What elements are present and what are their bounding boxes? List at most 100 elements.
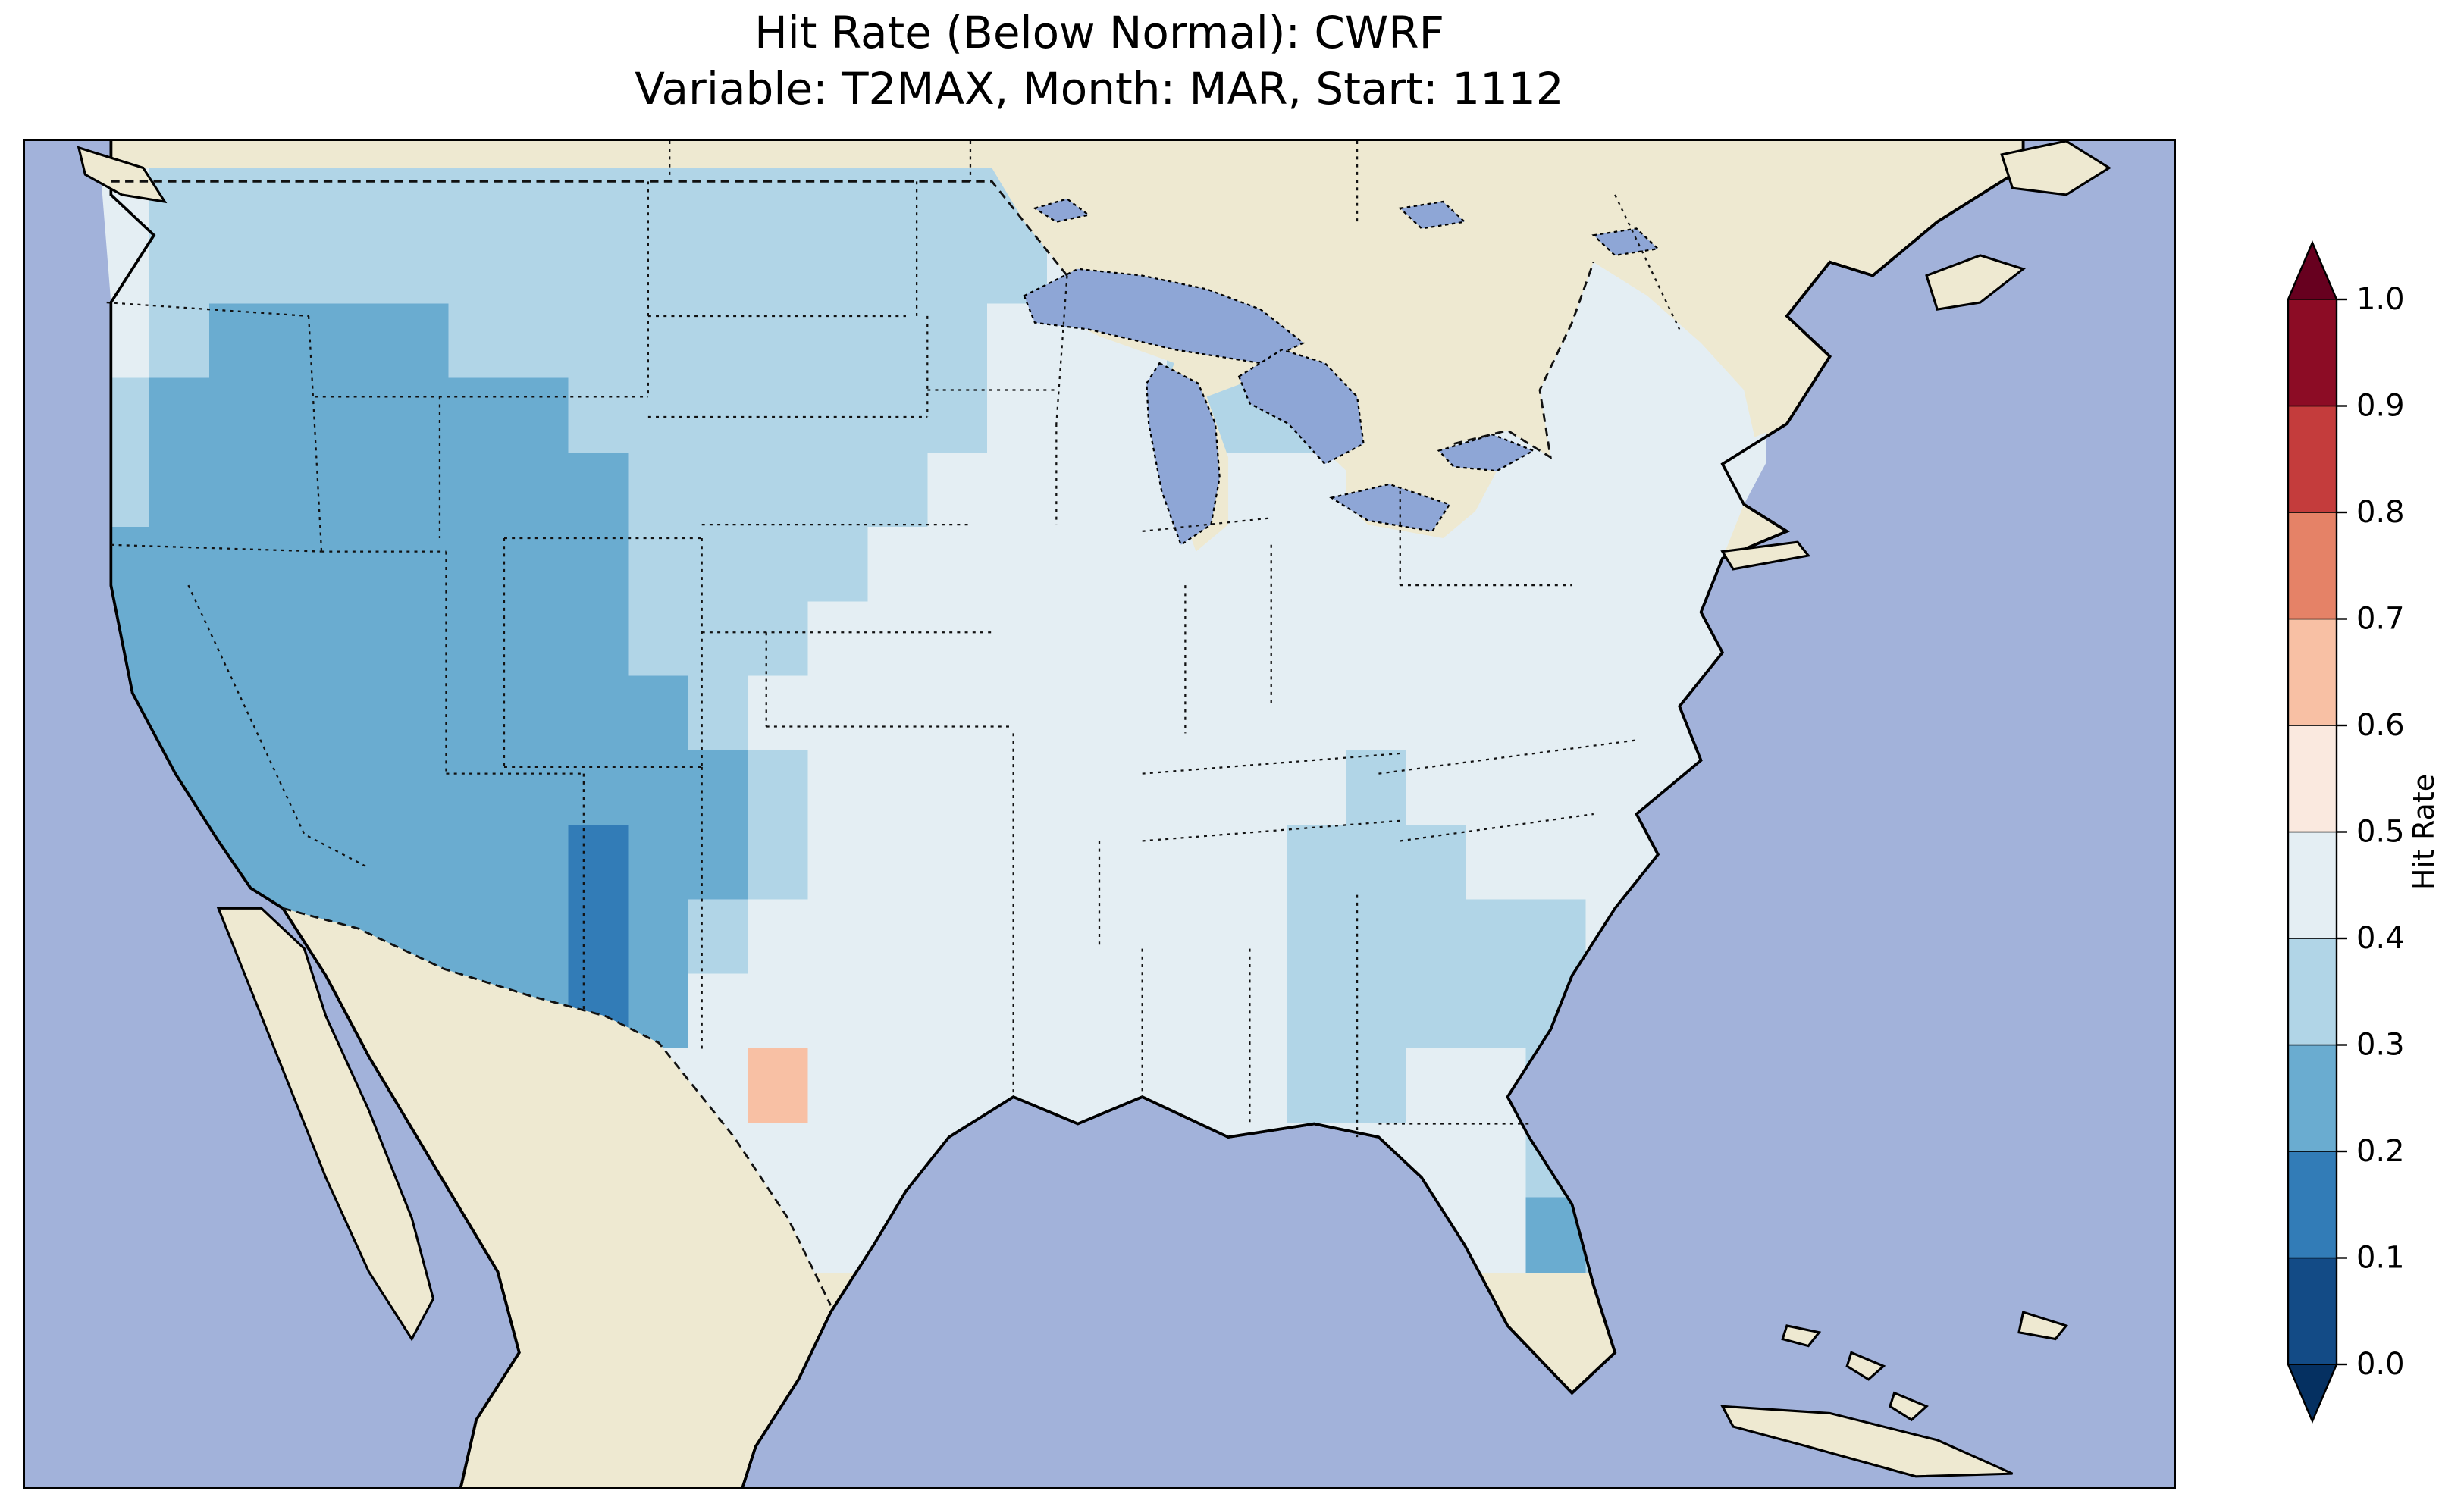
heatmap-cell: [388, 750, 450, 826]
heatmap-cell: [688, 168, 750, 230]
heatmap-cell: [568, 377, 630, 454]
heatmap-cell: [1167, 899, 1228, 976]
heatmap-cell: [987, 825, 1049, 901]
colorbar-bin: [2287, 618, 2337, 726]
heatmap-cell: [1406, 675, 1468, 752]
heatmap-cell: [448, 601, 510, 678]
heatmap-cell: [927, 973, 989, 1050]
heatmap-cell: [1645, 377, 1707, 454]
colorbar-bin: [2287, 405, 2337, 513]
heatmap-cell: [448, 825, 510, 901]
heatmap-cell: [748, 527, 810, 603]
heatmap-cell: [568, 825, 630, 901]
heatmap-cell: [508, 452, 570, 528]
heatmap-cell: [1107, 601, 1168, 678]
heatmap-cell: [867, 675, 929, 752]
heatmap-cell: [1645, 452, 1707, 528]
heatmap-cell: [568, 899, 630, 976]
heatmap-cell: [1047, 973, 1108, 1050]
island: [2017, 1311, 2068, 1341]
heatmap-cell: [748, 168, 810, 230]
heatmap-cell: [388, 168, 450, 230]
heatmap-cell: [1286, 527, 1348, 603]
heatmap-cell: [927, 899, 989, 976]
heatmap-cell: [448, 303, 510, 380]
heatmap-cell: [807, 377, 870, 454]
island: [1845, 1351, 1886, 1381]
heatmap-cell: [1525, 452, 1588, 528]
colorbar-tick-label: 0.8: [2356, 495, 2405, 530]
heatmap-cell: [1525, 675, 1588, 752]
heatmap-cell: [268, 527, 331, 603]
heatmap-cell: [1286, 899, 1348, 976]
heatmap-cell: [748, 229, 810, 305]
heatmap-cell: [807, 168, 870, 230]
heatmap-cell: [1406, 973, 1468, 1050]
heatmap-cell: [388, 527, 450, 603]
heatmap-cell: [748, 377, 810, 454]
colorbar-tick-label: 1.0: [2356, 282, 2405, 317]
heatmap-cell: [867, 750, 929, 826]
lake: [1398, 200, 1467, 230]
heatmap-cell: [927, 168, 989, 230]
heatmap-cell: [807, 303, 870, 380]
heatmap-cell: [448, 377, 510, 454]
heatmap-cell: [508, 899, 570, 976]
heatmap-cell: [1645, 601, 1707, 678]
heatmap-cell: [328, 601, 390, 678]
heatmap-cell: [688, 527, 750, 603]
heatmap-cell: [1226, 1048, 1288, 1124]
island: [1720, 540, 1811, 571]
colorbar: 1.0 0.9 0.8 0.7 0.6 0.5 0.4 0.3 0.2 0.1 0.0 Hit Rat…: [2274, 227, 2464, 1440]
heatmap-cell: [268, 377, 331, 454]
figure-title-line1: Hit Rate (Below Normal): CWRF: [754, 7, 1444, 58]
heatmap-cell: [1585, 527, 1647, 603]
heatmap-cell: [1107, 675, 1168, 752]
heatmap-cell: [987, 527, 1049, 603]
heatmap-cell: [1346, 825, 1408, 901]
heatmap-cell: [867, 168, 929, 230]
heatmap-cell: [268, 675, 331, 752]
heatmap-cell: [448, 527, 510, 603]
heatmap-cell: [1466, 601, 1528, 678]
heatmap-cell: [1525, 750, 1588, 826]
heatmap-cell: [1226, 750, 1288, 826]
map-frame: [23, 139, 2176, 1489]
heatmap-cell: [328, 452, 390, 528]
heatmap-cell: [927, 675, 989, 752]
colorbar-tick-label: 0.5: [2356, 815, 2405, 850]
heatmap-cell: [927, 601, 989, 678]
heatmap-cell: [688, 899, 750, 976]
heatmap-cell: [1047, 1048, 1108, 1124]
heatmap-cell: [1466, 1197, 1528, 1273]
heatmap-cell: [149, 303, 211, 380]
heatmap-cell: [1047, 601, 1108, 678]
heatmap-cell: [568, 168, 630, 230]
heatmap-cell: [1167, 1048, 1228, 1124]
heatmap-cell: [1286, 973, 1348, 1050]
colorbar-tick-label: 0.3: [2356, 1028, 2405, 1063]
heatmap-cell: [927, 1048, 989, 1124]
heatmap-cell: [508, 675, 570, 752]
heatmap-cell: [1286, 675, 1348, 752]
heatmap-cell: [1286, 452, 1348, 528]
state-border: [1614, 194, 1681, 330]
state-border: [106, 301, 309, 318]
heatmap-cell: [748, 825, 810, 901]
heatmap-cell: [1585, 675, 1647, 752]
coastline: [109, 141, 2025, 1487]
island: [1925, 254, 2026, 311]
heatmap-cell: [867, 377, 929, 454]
heatmap-cell: [987, 750, 1049, 826]
heatmap-cell: [208, 229, 271, 305]
heatmap-cell: [748, 601, 810, 678]
heatmap-cell: [1047, 675, 1108, 752]
heatmap-cell: [688, 303, 750, 380]
heatmap-cell: [807, 1048, 870, 1124]
heatmap-cell: [867, 527, 929, 603]
heatmap-cell: [268, 229, 331, 305]
heatmap-cell: [1047, 750, 1108, 826]
heatmap-cell: [508, 601, 570, 678]
heatmap-cell: [807, 675, 870, 752]
heatmap-cell: [328, 825, 390, 901]
